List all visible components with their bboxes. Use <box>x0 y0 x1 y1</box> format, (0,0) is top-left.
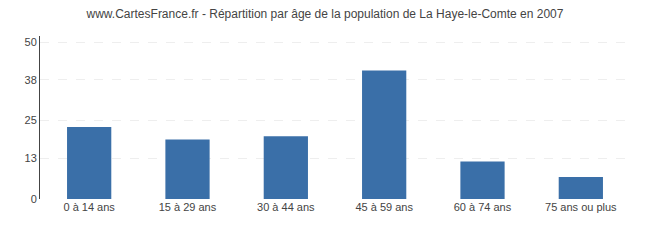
svg-text:13: 13 <box>25 152 37 164</box>
svg-text:15 à 29 ans: 15 à 29 ans <box>159 201 217 213</box>
svg-text:38: 38 <box>25 74 37 86</box>
svg-text:75 ans ou plus: 75 ans ou plus <box>545 201 617 213</box>
svg-text:0 à 14 ans: 0 à 14 ans <box>63 201 115 213</box>
svg-text:25: 25 <box>25 114 37 126</box>
svg-text:0: 0 <box>31 193 37 205</box>
svg-text:60 à 74 ans: 60 à 74 ans <box>454 201 512 213</box>
svg-text:50: 50 <box>25 36 37 48</box>
svg-text:45 à 59 ans: 45 à 59 ans <box>355 201 413 213</box>
svg-text:www.CartesFrance.fr - Répartit: www.CartesFrance.fr - Répartition par âg… <box>86 7 564 21</box>
svg-text:30 à 44 ans: 30 à 44 ans <box>257 201 315 213</box>
